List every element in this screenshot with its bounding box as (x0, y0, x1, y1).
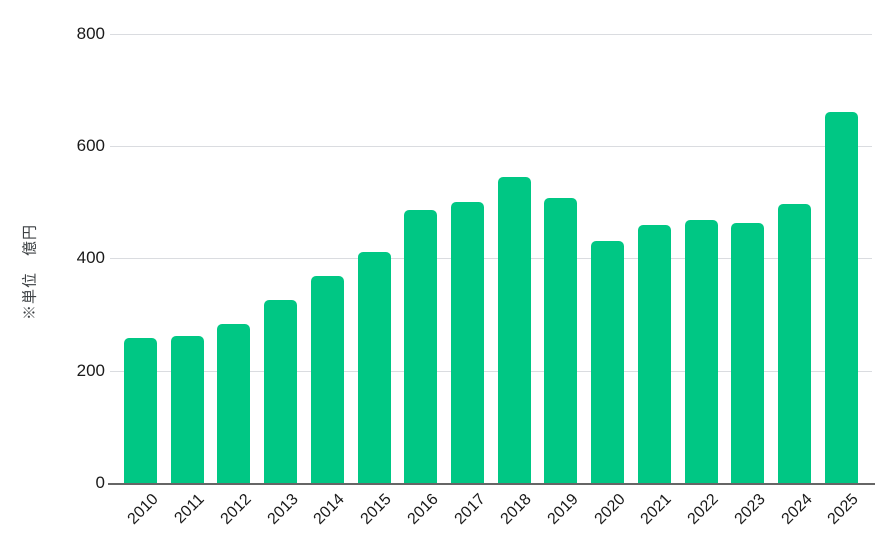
bar-2022 (684, 220, 718, 483)
bar-2016 (404, 209, 438, 483)
bar-2023 (731, 222, 765, 483)
gridline-y-600 (110, 146, 872, 147)
x-tick-label-2014: 2014 (310, 490, 349, 528)
y-tick-label-400: 400 (76, 248, 105, 267)
x-tick-label-2020: 2020 (591, 490, 629, 528)
bar-2011 (170, 336, 204, 483)
bar-2021 (637, 225, 671, 483)
y-axis-title: ※単位 億円 (21, 223, 39, 321)
x-tick-label-2015: 2015 (357, 490, 395, 528)
x-tick-label-2022: 2022 (684, 490, 722, 528)
bar-2012 (217, 323, 251, 483)
x-tick-label-2016: 2016 (404, 490, 442, 528)
x-tick-label-2021: 2021 (637, 490, 676, 528)
bar-2017 (451, 201, 485, 483)
x-tick-label-2017: 2017 (451, 490, 489, 528)
x-axis-line (108, 483, 875, 485)
bar-2010 (124, 338, 157, 483)
bar-2020 (591, 240, 625, 483)
gridline-y-800 (110, 34, 872, 35)
bar-2015 (357, 251, 391, 483)
bar-2014 (310, 275, 344, 483)
y-tick-label-600: 600 (76, 136, 105, 155)
y-tick-label-200: 200 (76, 361, 105, 380)
x-tick-label-2023: 2023 (731, 490, 769, 528)
bar-2025 (824, 111, 858, 483)
x-tick-label-2010: 2010 (124, 490, 162, 528)
bar-2024 (778, 203, 812, 483)
x-tick-label-2024: 2024 (778, 490, 816, 528)
x-tick-label-2025: 2025 (824, 490, 863, 528)
bar-2013 (264, 299, 298, 483)
x-tick-label-2013: 2013 (264, 490, 302, 528)
y-tick-label-800: 800 (76, 24, 105, 43)
bar-2019 (544, 197, 578, 483)
bar-2018 (497, 176, 531, 483)
x-tick-label-2019: 2019 (544, 490, 582, 528)
y-tick-label-0: 0 (95, 473, 105, 492)
x-tick-label-2012: 2012 (217, 490, 255, 528)
